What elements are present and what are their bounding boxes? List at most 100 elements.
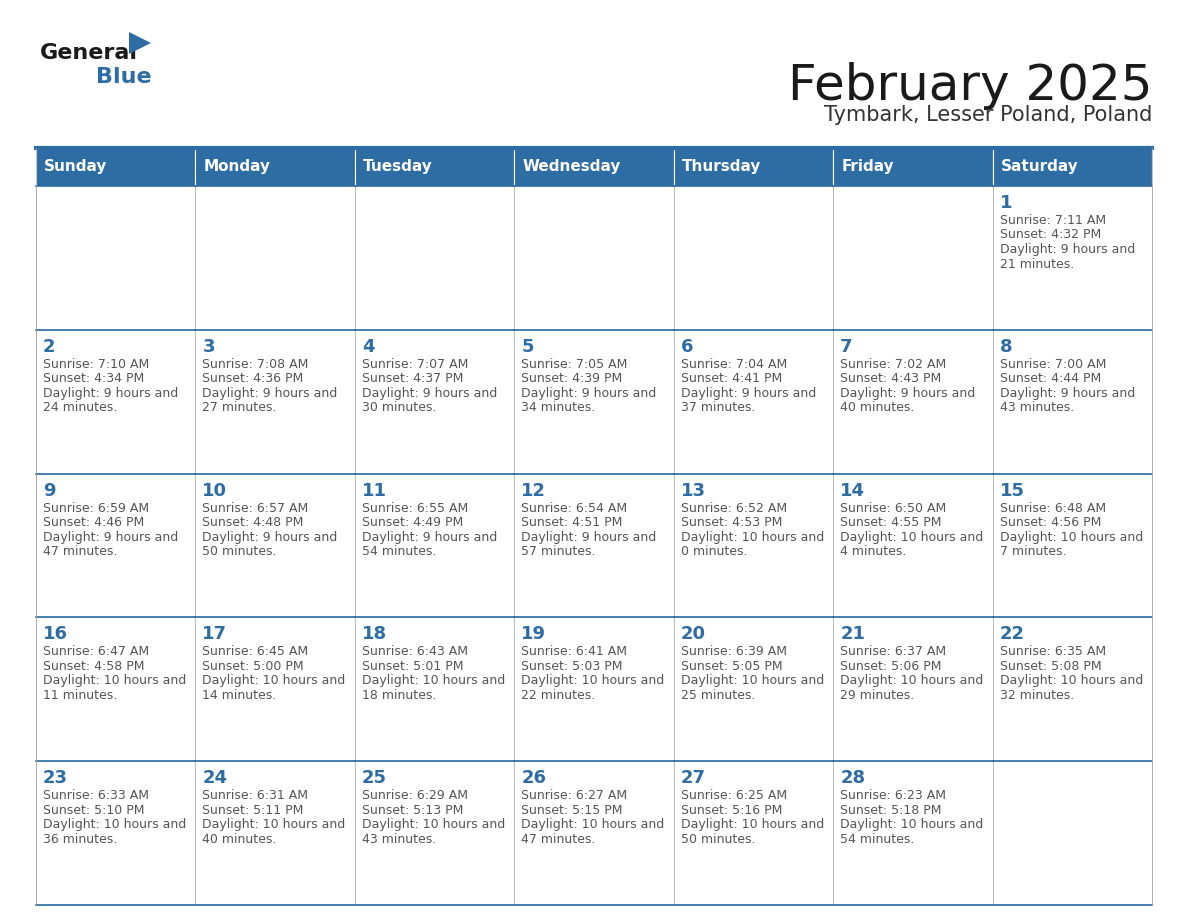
- Bar: [674, 148, 833, 186]
- Bar: [514, 618, 674, 761]
- Text: 6: 6: [681, 338, 694, 356]
- Text: Sunrise: 6:27 AM: Sunrise: 6:27 AM: [522, 789, 627, 802]
- Text: Daylight: 9 hours and: Daylight: 9 hours and: [202, 531, 337, 543]
- Text: Sunset: 5:00 PM: Sunset: 5:00 PM: [202, 660, 304, 673]
- Text: 40 minutes.: 40 minutes.: [202, 833, 277, 845]
- Bar: [355, 186, 514, 330]
- Text: 23: 23: [43, 769, 68, 788]
- Text: Sunset: 4:32 PM: Sunset: 4:32 PM: [999, 229, 1101, 241]
- Text: 50 minutes.: 50 minutes.: [202, 545, 277, 558]
- Text: Daylight: 10 hours and: Daylight: 10 hours and: [43, 675, 187, 688]
- Text: 11 minutes.: 11 minutes.: [43, 688, 118, 702]
- Text: Daylight: 9 hours and: Daylight: 9 hours and: [840, 386, 975, 400]
- Text: Sunrise: 6:25 AM: Sunrise: 6:25 AM: [681, 789, 786, 802]
- Text: 26: 26: [522, 769, 546, 788]
- Text: Sunrise: 6:47 AM: Sunrise: 6:47 AM: [43, 645, 150, 658]
- Text: Sunset: 5:16 PM: Sunset: 5:16 PM: [681, 803, 782, 817]
- Text: Sunset: 5:05 PM: Sunset: 5:05 PM: [681, 660, 783, 673]
- Bar: [355, 330, 514, 474]
- Text: Sunrise: 6:57 AM: Sunrise: 6:57 AM: [202, 501, 309, 515]
- Text: 32 minutes.: 32 minutes.: [999, 688, 1074, 702]
- Text: Sunrise: 6:52 AM: Sunrise: 6:52 AM: [681, 501, 786, 515]
- Text: Sunrise: 7:02 AM: Sunrise: 7:02 AM: [840, 358, 947, 371]
- Text: Daylight: 9 hours and: Daylight: 9 hours and: [522, 531, 657, 543]
- Text: 36 minutes.: 36 minutes.: [43, 833, 118, 845]
- Text: 9: 9: [43, 482, 56, 499]
- Bar: [196, 148, 355, 186]
- Text: 20: 20: [681, 625, 706, 644]
- Text: Sunset: 5:03 PM: Sunset: 5:03 PM: [522, 660, 623, 673]
- Text: Sunset: 4:43 PM: Sunset: 4:43 PM: [840, 373, 941, 386]
- Text: Tymbark, Lesser Poland, Poland: Tymbark, Lesser Poland, Poland: [823, 105, 1152, 125]
- Text: 24 minutes.: 24 minutes.: [43, 401, 118, 414]
- Text: 19: 19: [522, 625, 546, 644]
- Text: 3: 3: [202, 338, 215, 356]
- Bar: [674, 474, 833, 618]
- Bar: [36, 618, 196, 761]
- Text: Sunset: 5:11 PM: Sunset: 5:11 PM: [202, 803, 304, 817]
- Text: Daylight: 10 hours and: Daylight: 10 hours and: [522, 818, 664, 831]
- Text: 12: 12: [522, 482, 546, 499]
- Text: Saturday: Saturday: [1000, 160, 1079, 174]
- Text: Sunset: 4:46 PM: Sunset: 4:46 PM: [43, 516, 144, 529]
- Text: Sunset: 5:13 PM: Sunset: 5:13 PM: [362, 803, 463, 817]
- Text: Daylight: 10 hours and: Daylight: 10 hours and: [999, 675, 1143, 688]
- Text: Daylight: 10 hours and: Daylight: 10 hours and: [362, 675, 505, 688]
- Text: 13: 13: [681, 482, 706, 499]
- Text: Daylight: 10 hours and: Daylight: 10 hours and: [202, 818, 346, 831]
- Bar: [833, 148, 992, 186]
- Text: Sunrise: 7:05 AM: Sunrise: 7:05 AM: [522, 358, 627, 371]
- Text: February 2025: February 2025: [788, 62, 1152, 110]
- Bar: [355, 618, 514, 761]
- Text: 34 minutes.: 34 minutes.: [522, 401, 595, 414]
- Bar: [514, 330, 674, 474]
- Text: Daylight: 9 hours and: Daylight: 9 hours and: [999, 386, 1135, 400]
- Text: Wednesday: Wednesday: [523, 160, 620, 174]
- Text: Blue: Blue: [96, 67, 152, 87]
- Bar: [674, 761, 833, 905]
- Bar: [833, 474, 992, 618]
- Text: Daylight: 9 hours and: Daylight: 9 hours and: [999, 243, 1135, 256]
- Text: Daylight: 9 hours and: Daylight: 9 hours and: [43, 386, 178, 400]
- Text: 21: 21: [840, 625, 865, 644]
- Text: Daylight: 10 hours and: Daylight: 10 hours and: [840, 675, 984, 688]
- Text: Sunset: 4:56 PM: Sunset: 4:56 PM: [999, 516, 1101, 529]
- Bar: [833, 618, 992, 761]
- Text: 2: 2: [43, 338, 56, 356]
- Text: 25: 25: [362, 769, 387, 788]
- Bar: [36, 148, 196, 186]
- Text: Sunrise: 6:41 AM: Sunrise: 6:41 AM: [522, 645, 627, 658]
- Text: 21 minutes.: 21 minutes.: [999, 258, 1074, 271]
- Bar: [674, 330, 833, 474]
- Text: 43 minutes.: 43 minutes.: [362, 833, 436, 845]
- Text: 10: 10: [202, 482, 227, 499]
- Bar: [514, 474, 674, 618]
- Bar: [196, 618, 355, 761]
- Text: Sunset: 4:44 PM: Sunset: 4:44 PM: [999, 373, 1101, 386]
- Text: 54 minutes.: 54 minutes.: [362, 545, 436, 558]
- Text: 11: 11: [362, 482, 387, 499]
- Text: Sunrise: 7:00 AM: Sunrise: 7:00 AM: [999, 358, 1106, 371]
- Text: Sunset: 5:15 PM: Sunset: 5:15 PM: [522, 803, 623, 817]
- Text: Sunrise: 6:39 AM: Sunrise: 6:39 AM: [681, 645, 786, 658]
- Text: 17: 17: [202, 625, 227, 644]
- Bar: [992, 186, 1152, 330]
- Text: 22 minutes.: 22 minutes.: [522, 688, 595, 702]
- Bar: [36, 761, 196, 905]
- Text: 47 minutes.: 47 minutes.: [43, 545, 118, 558]
- Text: Daylight: 10 hours and: Daylight: 10 hours and: [681, 818, 824, 831]
- Text: Daylight: 10 hours and: Daylight: 10 hours and: [362, 818, 505, 831]
- Text: Sunrise: 6:48 AM: Sunrise: 6:48 AM: [999, 501, 1106, 515]
- Text: Daylight: 10 hours and: Daylight: 10 hours and: [999, 531, 1143, 543]
- Text: 24: 24: [202, 769, 227, 788]
- Text: Sunrise: 6:23 AM: Sunrise: 6:23 AM: [840, 789, 946, 802]
- Text: Sunrise: 6:37 AM: Sunrise: 6:37 AM: [840, 645, 947, 658]
- Text: Tuesday: Tuesday: [362, 160, 432, 174]
- Text: 27: 27: [681, 769, 706, 788]
- Text: Daylight: 9 hours and: Daylight: 9 hours and: [522, 386, 657, 400]
- Text: Sunset: 4:37 PM: Sunset: 4:37 PM: [362, 373, 463, 386]
- Text: Sunset: 5:08 PM: Sunset: 5:08 PM: [999, 660, 1101, 673]
- Text: General: General: [40, 43, 138, 63]
- Text: Thursday: Thursday: [682, 160, 762, 174]
- Polygon shape: [129, 32, 151, 54]
